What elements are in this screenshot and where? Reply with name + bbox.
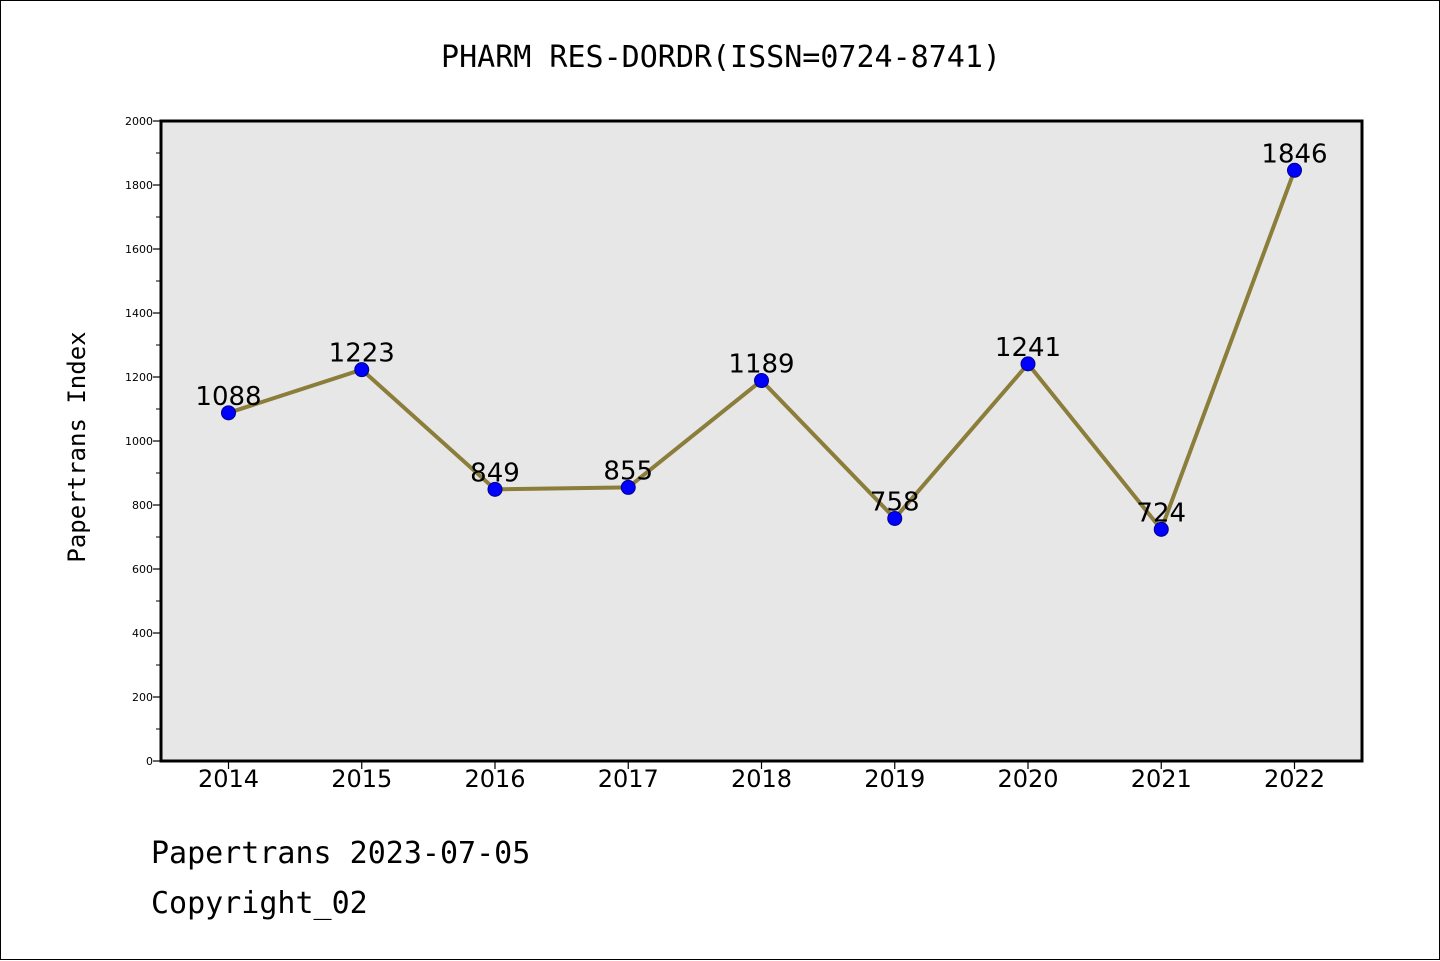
data-series: 1088 1223 849 855 1189 758 1241 724 1846 [195,139,1328,537]
y-tick-label: 800 [132,499,153,512]
y-tick-label: 1200 [125,371,153,384]
y-axis: 0 200 400 600 800 1000 1200 1400 1600 1800 2000 [125,115,161,768]
chart-title: PHARM RES-DORDR(ISSN=0724-8741) [441,40,1001,75]
footer-copyright: Copyright_02 [151,886,368,921]
data-point-2019 [887,510,903,526]
data-label-2014: 1088 [195,382,261,412]
x-tick-label: 2017 [598,765,659,793]
x-tick-label: 2022 [1264,765,1325,793]
y-tick-label: 2000 [125,115,153,128]
y-tick-label: 1000 [125,435,153,448]
x-tick-label: 2018 [731,765,792,793]
data-point-2021 [1153,521,1169,537]
data-label-2022: 1846 [1261,139,1327,169]
x-axis: 2014 2015 2016 2017 2018 2019 2020 2021 2022 [198,761,1325,793]
y-axis-label: Papertrans Index [63,331,91,562]
y-tick-label: 200 [132,691,153,704]
y-tick-label: 1600 [125,243,153,256]
y-tick-label: 400 [132,627,153,640]
data-label-2015: 1223 [329,339,395,369]
data-label-2020: 1241 [995,333,1061,363]
x-tick-label: 2020 [997,765,1058,793]
y-tick-label: 1400 [125,307,153,320]
plot-area [159,119,1364,763]
data-point-2016 [487,481,503,497]
x-tick-label: 2015 [331,765,392,793]
data-label-2018: 1189 [728,350,794,380]
data-label-2016: 849 [470,458,520,488]
y-tick-label: 0 [146,755,153,768]
x-tick-label: 2016 [464,765,525,793]
y-tick-label: 1800 [125,179,153,192]
x-tick-label: 2021 [1131,765,1192,793]
data-point-2015 [354,362,370,378]
data-point-2022 [1287,162,1302,178]
data-label-2017: 855 [603,456,653,486]
data-label-2021: 724 [1136,498,1186,528]
y-tick-label: 600 [132,563,153,576]
x-tick-label: 2014 [198,765,259,793]
data-label-2019: 758 [870,487,920,517]
x-tick-label: 2019 [864,765,925,793]
data-point-2017 [620,479,636,495]
data-point-2014 [221,405,236,421]
footer-date: Papertrans 2023-07-05 [151,836,531,871]
data-point-2020 [1020,356,1036,372]
data-point-2018 [754,373,769,389]
